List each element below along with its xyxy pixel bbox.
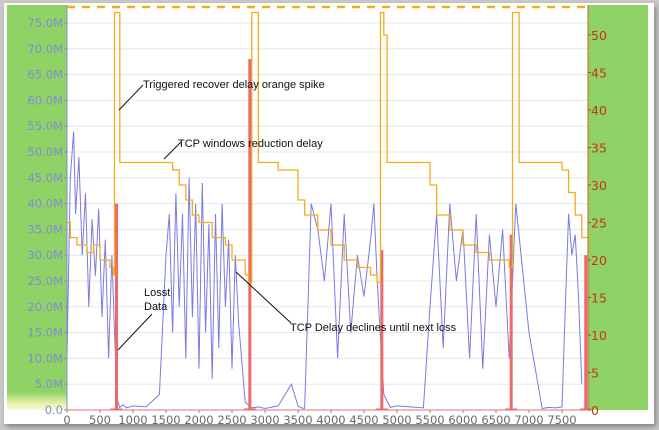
loss-spike bbox=[380, 250, 384, 410]
right-tick-label: 45 bbox=[591, 66, 607, 81]
right-tick-label: 40 bbox=[591, 103, 607, 118]
left-tick-label: 0.0 bbox=[45, 403, 63, 417]
tcp-delay-series bbox=[67, 11, 590, 284]
left-tick-label: 40.0M bbox=[27, 197, 63, 211]
left-tick-label: 75.0M bbox=[27, 16, 63, 30]
x-tick-label: 3000 bbox=[250, 413, 279, 424]
x-axis-ticks: 0 500 1000 1500 2000 2500 3000 3500 4000 4500 5000… bbox=[63, 410, 577, 424]
left-tick-label: 50.0M bbox=[27, 145, 63, 159]
annotation-pointer-window bbox=[163, 141, 182, 160]
loss-spike bbox=[115, 203, 118, 410]
delay-line bbox=[67, 11, 590, 284]
right-tick-label: 50 bbox=[591, 28, 607, 43]
x-tick-label: 6000 bbox=[448, 413, 477, 424]
x-tick-label: 1500 bbox=[151, 413, 180, 424]
annotations: Triggered recover delay orange spike TCP… bbox=[117, 79, 457, 351]
x-tick-label: 5000 bbox=[382, 413, 411, 424]
right-tick-label: 30 bbox=[591, 178, 607, 193]
left-tick-label: 30.0M bbox=[27, 248, 63, 262]
annotation-pointer-decline bbox=[235, 271, 292, 324]
right-tick-label: 10 bbox=[591, 328, 607, 343]
left-tick-label: 25.0M bbox=[27, 274, 63, 288]
right-axis-panel bbox=[588, 5, 648, 410]
x-tick-label: 5500 bbox=[415, 413, 444, 424]
x-tick-label: 7000 bbox=[514, 413, 543, 424]
annotation-lost-data-1: Losst bbox=[144, 287, 170, 299]
x-tick-label: 4500 bbox=[349, 413, 378, 424]
x-tick-label: 3500 bbox=[283, 413, 312, 424]
x-tick-label: 6500 bbox=[481, 413, 510, 424]
loss-spike bbox=[509, 234, 513, 410]
left-tick-label: 20.0M bbox=[27, 300, 63, 314]
left-axis-panel bbox=[7, 5, 67, 410]
right-tick-label: 25 bbox=[591, 216, 607, 231]
x-tick-label: 0 bbox=[63, 413, 70, 424]
annotation-pointer-recover bbox=[118, 84, 144, 111]
annotation-pointer-loss bbox=[117, 313, 153, 351]
left-tick-label: 5.0M bbox=[35, 377, 63, 391]
plot-area bbox=[67, 5, 588, 410]
right-tick-label: 0 bbox=[591, 403, 599, 418]
x-tick-label: 4000 bbox=[316, 413, 345, 424]
left-tick-label: 60.0M bbox=[27, 93, 63, 107]
left-axis-ticks: 0.0 5.0M 10.0M 15.0M 20.0M 25.0M 30.0M 35.0M 40.… bbox=[27, 16, 67, 417]
right-tick-label: 20 bbox=[591, 253, 607, 268]
annotation-window-reduction: TCP windows reduction delay bbox=[178, 138, 323, 150]
left-tick-label: 45.0M bbox=[27, 171, 63, 185]
chart-svg: 0.0 5.0M 10.0M 15.0M 20.0M 25.0M 30.0M 35.0M 40.… bbox=[7, 5, 648, 424]
annotation-lost-data-2: Data bbox=[144, 301, 168, 313]
chart-frame: 0.0 5.0M 10.0M 15.0M 20.0M 25.0M 30.0M 35.0M 40.… bbox=[4, 3, 654, 424]
right-tick-label: 5 bbox=[591, 366, 599, 381]
right-axis-ticks: 0 5 10 15 20 25 30 35 40 45 50 bbox=[588, 28, 607, 418]
grid-lines bbox=[67, 22, 588, 385]
left-tick-label: 65.0M bbox=[27, 68, 63, 82]
x-tick-label: 7500 bbox=[547, 413, 576, 424]
lost-data-series bbox=[110, 59, 592, 411]
left-tick-label: 35.0M bbox=[27, 222, 63, 236]
x-tick-label: 2000 bbox=[184, 413, 213, 424]
left-tick-label: 70.0M bbox=[27, 42, 63, 56]
left-tick-label: 55.0M bbox=[27, 119, 63, 133]
left-tick-label: 10.0M bbox=[27, 351, 63, 365]
right-tick-label: 35 bbox=[591, 141, 607, 156]
loss-spike bbox=[248, 59, 252, 411]
right-tick-label: 15 bbox=[591, 291, 607, 306]
left-tick-label: 15.0M bbox=[27, 326, 63, 340]
annotation-recover-spike: Triggered recover delay orange spike bbox=[143, 79, 325, 91]
x-tick-label: 500 bbox=[89, 413, 111, 424]
annotation-delay-decline: TCP Delay declines until next loss bbox=[290, 322, 457, 334]
x-tick-label: 1000 bbox=[118, 413, 147, 424]
x-tick-label: 2500 bbox=[217, 413, 246, 424]
loss-spike bbox=[584, 255, 588, 410]
